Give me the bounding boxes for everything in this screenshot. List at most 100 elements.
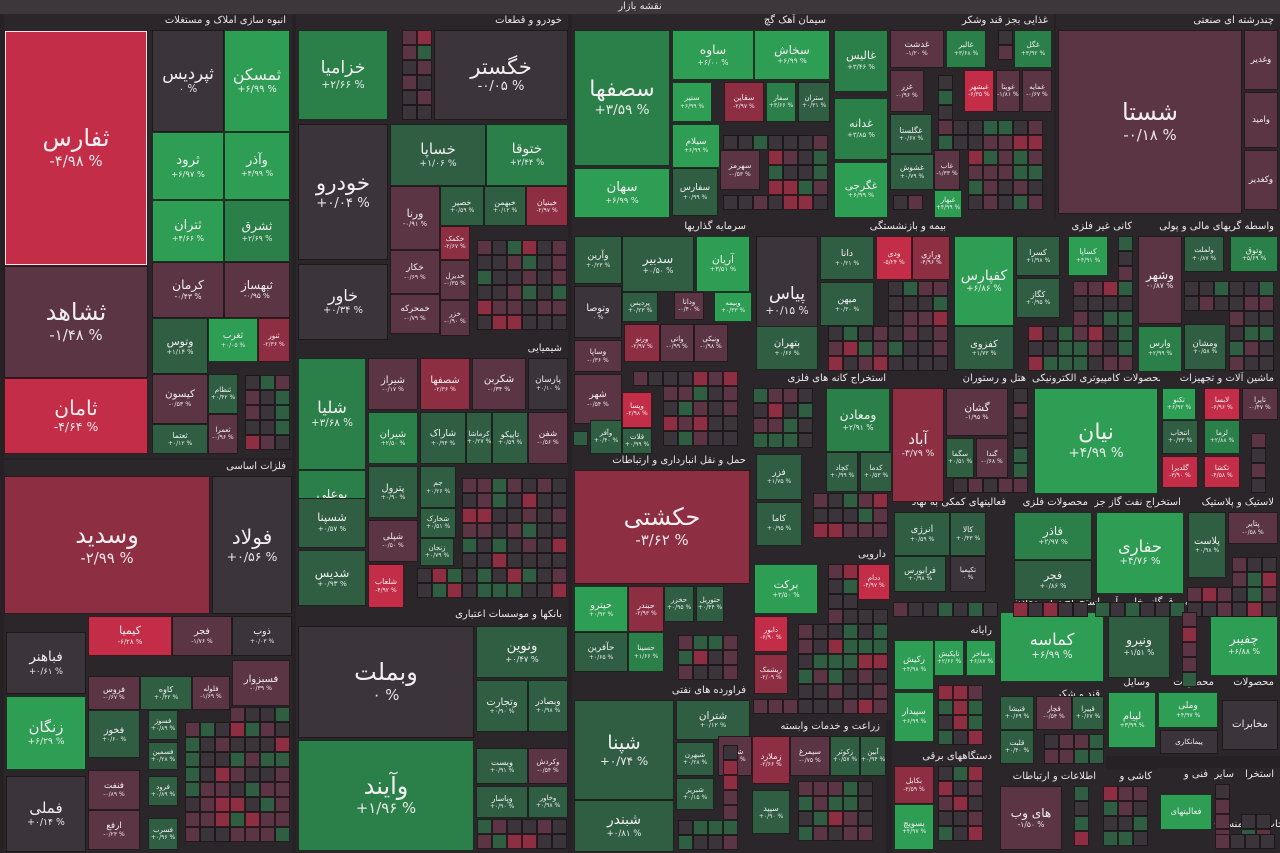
stock-tile[interactable]: وسدید -۲/۹۹ % [4,476,210,614]
stock-tile[interactable]: وآفر +۰/۴۰ % [590,420,622,454]
stock-tile[interactable]: زنگان +۶/۲۹ % [6,696,86,770]
small-stock-cell[interactable] [953,826,968,841]
stock-tile[interactable]: ثعتما +۰/۱۲ % [152,424,208,454]
small-stock-cell[interactable] [933,281,948,296]
small-stock-cell[interactable] [245,390,260,405]
stock-tile[interactable]: شپلی -۰/۵۰ % [368,520,418,562]
small-stock-cell[interactable] [953,685,968,700]
small-stock-cell[interactable] [693,371,708,386]
stock-tile[interactable]: غدشت -۱/۲۰ % [890,30,944,68]
small-stock-cell[interactable] [1013,418,1028,433]
small-stock-cell[interactable] [245,782,260,797]
small-stock-cell[interactable] [968,165,983,180]
small-stock-cell[interactable] [938,730,953,745]
small-stock-cell[interactable] [260,405,275,420]
small-stock-cell[interactable] [1260,834,1275,849]
small-stock-cell[interactable] [753,135,768,150]
small-stock-cell[interactable] [723,195,738,210]
small-stock-cell[interactable] [507,285,522,300]
small-stock-cell[interactable] [1110,602,1125,617]
small-stock-cell[interactable] [245,405,260,420]
small-stock-cell[interactable] [522,285,537,300]
stock-tile[interactable]: لزما +۲/۸۸ % [1204,420,1240,454]
small-stock-cell[interactable] [492,270,507,285]
small-stock-cell[interactable] [1229,311,1244,326]
small-stock-cell[interactable] [245,752,260,767]
small-stock-cell[interactable] [477,240,492,255]
small-stock-cell[interactable] [477,315,492,330]
stock-tile[interactable]: کچاد +۰/۹۹ % [826,452,858,492]
small-stock-cell[interactable] [1118,816,1133,831]
small-stock-cell[interactable] [783,433,798,448]
stock-tile[interactable]: فباهنر +۰/۶۱ % [6,632,86,694]
small-stock-cell[interactable] [1028,165,1043,180]
small-stock-cell[interactable] [843,654,858,669]
small-stock-cell[interactable] [1028,326,1043,341]
small-stock-cell[interactable] [678,635,693,650]
small-stock-cell[interactable] [858,639,873,654]
small-stock-cell[interactable] [200,827,215,842]
small-stock-cell[interactable] [953,796,968,811]
stock-tile[interactable]: وبصادر +۰/۹۸ % [528,680,568,732]
small-stock-cell[interactable] [813,684,828,699]
small-stock-cell[interactable] [753,403,768,418]
small-stock-cell[interactable] [753,418,768,433]
small-stock-cell[interactable] [873,523,888,538]
stock-tile[interactable]: ورنو -۲/۹۷ % [624,324,660,362]
small-stock-cell[interactable] [798,418,813,433]
small-stock-cell[interactable] [998,120,1013,135]
small-stock-cell[interactable] [813,624,828,639]
small-stock-cell[interactable] [968,195,983,210]
small-stock-cell[interactable] [200,737,215,752]
small-stock-cell[interactable] [417,30,432,45]
small-stock-cell[interactable] [858,609,873,624]
stock-tile[interactable]: خگستر -۰/۰۵ % [434,30,568,120]
small-stock-cell[interactable] [723,665,738,680]
small-stock-cell[interactable] [462,583,477,598]
small-stock-cell[interactable] [1028,341,1043,356]
small-stock-cell[interactable] [275,812,290,827]
stock-tile[interactable]: کرمان -۰/۴۳ % [152,262,224,318]
small-stock-cell[interactable] [843,594,858,609]
small-stock-cell[interactable] [998,180,1013,195]
small-stock-cell[interactable] [1229,356,1244,371]
small-stock-cell[interactable] [1013,388,1028,403]
small-stock-cell[interactable] [552,538,567,553]
small-stock-cell[interactable] [1232,572,1247,587]
small-stock-cell[interactable] [537,493,552,508]
small-stock-cell[interactable] [215,827,230,842]
small-stock-cell[interactable] [215,767,230,782]
small-stock-cell[interactable] [798,781,813,796]
small-stock-cell[interactable] [1244,311,1259,326]
stock-tile[interactable]: غشوش +۰/۷۹ % [890,154,934,190]
stock-tile[interactable]: غگلستا +۰/۶۷ % [890,114,932,154]
stock-tile[interactable]: وتوس +۱/۱۴ % [152,318,208,374]
small-stock-cell[interactable] [708,386,723,401]
stock-tile[interactable]: سگما +۰/۵۱ % [946,438,974,478]
small-stock-cell[interactable] [693,386,708,401]
small-stock-cell[interactable] [953,811,968,826]
small-stock-cell[interactable] [783,388,798,403]
stock-tile[interactable]: ومشان +۰/۵۸ % [1184,324,1226,370]
stock-tile[interactable]: فلوله -۱/۶۹ % [192,676,230,710]
stock-tile[interactable]: غبهار +۴/۹۹ % [934,190,962,218]
stock-tile[interactable]: ستران +۰/۳۱ % [798,82,830,122]
small-stock-cell[interactable] [552,523,567,538]
small-stock-cell[interactable] [893,602,908,617]
small-stock-cell[interactable] [215,782,230,797]
small-stock-cell[interactable] [858,654,873,669]
small-stock-cell[interactable] [1229,341,1244,356]
small-stock-cell[interactable] [903,296,918,311]
small-stock-cell[interactable] [1058,602,1073,617]
stock-tile[interactable]: ثتران +۴/۶۶ % [152,200,224,262]
small-stock-cell[interactable] [507,255,522,270]
small-stock-cell[interactable] [678,371,693,386]
stock-tile[interactable]: وپسا -۲/۹۸ % [622,392,652,428]
small-stock-cell[interactable] [843,356,858,371]
small-stock-cell[interactable] [663,371,678,386]
small-stock-cell[interactable] [813,165,828,180]
stock-tile[interactable]: زنجان +۰/۷۹ % [420,538,454,566]
stock-tile[interactable]: سدبیر +۰/۵۰ % [622,236,694,292]
small-stock-cell[interactable] [813,639,828,654]
small-stock-cell[interactable] [215,722,230,737]
